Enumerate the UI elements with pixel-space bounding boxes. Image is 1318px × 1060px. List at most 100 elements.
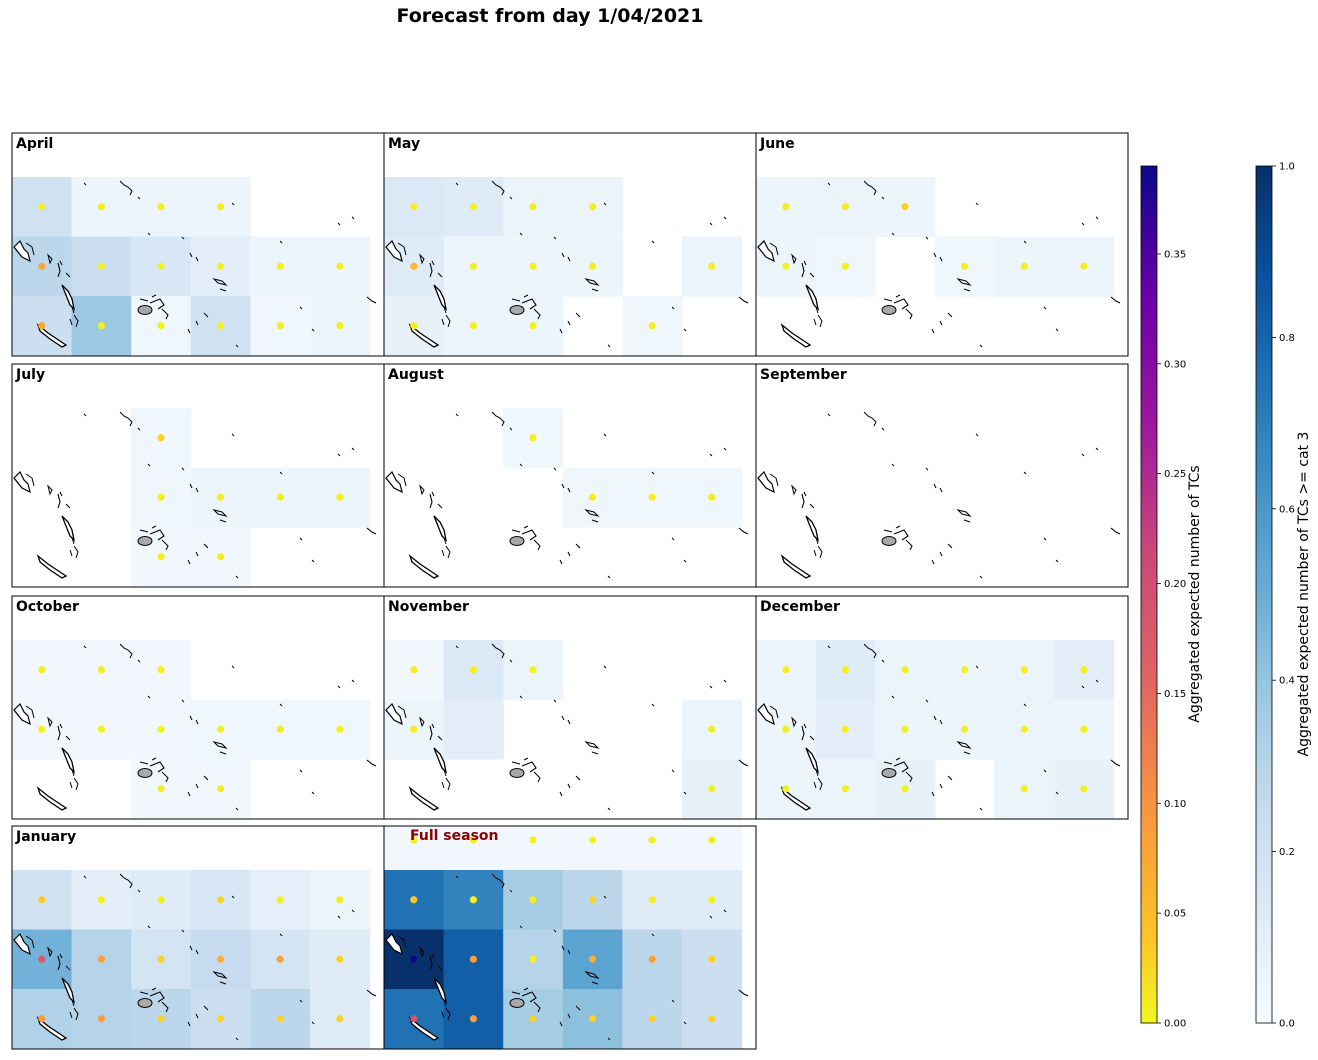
tc-point xyxy=(97,896,105,904)
tc-point xyxy=(157,955,165,963)
tc-point xyxy=(97,262,105,270)
tc-point xyxy=(589,836,597,844)
tc-point xyxy=(38,203,46,211)
tc-point xyxy=(410,262,418,270)
tc-point xyxy=(469,322,477,330)
panel-label: May xyxy=(388,136,420,152)
panel-january: January xyxy=(11,825,385,1050)
figure-title: Forecast from day 1/04/2021 xyxy=(397,5,704,27)
tc-point xyxy=(529,836,537,844)
panel-label: January xyxy=(15,829,76,845)
tc-point xyxy=(157,725,165,733)
tc-point xyxy=(336,725,344,733)
colorbar-cat3-label: Aggregated expected number of TCs >= cat… xyxy=(1296,432,1312,757)
tc-point xyxy=(901,666,909,674)
tc-point xyxy=(529,666,537,674)
panel-september: September xyxy=(755,363,1129,588)
tc-point xyxy=(841,203,850,211)
tc-point xyxy=(529,203,537,211)
panel-october: October xyxy=(11,595,385,820)
tc-point xyxy=(1020,725,1028,733)
tc-point xyxy=(97,1015,105,1023)
tc-point xyxy=(708,493,716,501)
tc-point xyxy=(841,785,850,793)
tc-point xyxy=(410,896,418,904)
tc-point xyxy=(217,322,225,330)
panel-label: August xyxy=(388,367,444,383)
tc-point xyxy=(410,725,418,733)
tc-point xyxy=(589,896,597,904)
colorbar-tc-bar xyxy=(1140,165,1158,1024)
tc-point xyxy=(336,322,344,330)
panel-label: December xyxy=(760,599,840,615)
tc-point xyxy=(410,322,418,330)
tc-point xyxy=(648,896,656,904)
colorbar-tc: 0.00 0.05 0.10 0.15 0.20 0.25 0.30 0.35 Aggrega… xyxy=(1140,165,1203,1030)
tc-point xyxy=(276,493,284,501)
tc-point xyxy=(38,322,46,330)
panel-label: October xyxy=(16,599,79,615)
cat3-cell xyxy=(384,826,445,871)
colorbar-tick-label: 0.35 xyxy=(1164,249,1186,260)
tc-point xyxy=(901,785,909,793)
tc-point xyxy=(648,1015,656,1023)
colorbar-tick-label: 0.25 xyxy=(1164,469,1186,480)
colorbar-tick-label: 0.0 xyxy=(1279,1019,1295,1030)
tc-point xyxy=(589,262,597,270)
tc-point xyxy=(410,666,418,674)
tc-point xyxy=(782,785,790,793)
panel-may: May xyxy=(383,132,757,357)
cat3-cell xyxy=(443,826,504,871)
panel-label: November xyxy=(388,599,469,615)
tc-point xyxy=(469,836,477,844)
tc-point xyxy=(336,262,344,270)
panel-april: April xyxy=(11,132,385,357)
colorbar-cat3-bar xyxy=(1255,165,1273,1024)
tc-point xyxy=(648,322,656,330)
panel-label: June xyxy=(759,136,795,152)
tc-point xyxy=(38,725,46,733)
panel-label: Full season xyxy=(410,828,499,844)
tc-point xyxy=(336,493,344,501)
tc-point xyxy=(589,1015,597,1023)
forecast-panels: April May June July August September October No… xyxy=(11,132,1129,1050)
tc-point xyxy=(410,1015,418,1023)
tc-point xyxy=(469,666,477,674)
colorbar-tick-label: 0.10 xyxy=(1164,799,1186,810)
tc-point xyxy=(529,262,537,270)
tc-point xyxy=(1020,666,1028,674)
tc-point xyxy=(276,262,284,270)
tc-point xyxy=(529,896,537,904)
tc-point xyxy=(217,203,225,211)
colorbar-tick-label: 0.8 xyxy=(1279,333,1295,344)
tc-point xyxy=(276,1015,284,1023)
panel-label: July xyxy=(15,367,45,383)
tc-point xyxy=(708,785,716,793)
tc-point xyxy=(38,955,46,963)
tc-point xyxy=(841,725,850,733)
tc-point xyxy=(157,203,165,211)
tc-point xyxy=(217,725,225,733)
tc-point xyxy=(276,896,284,904)
panel-december: December xyxy=(755,595,1129,820)
colorbar-tick-label: 0.4 xyxy=(1279,676,1295,687)
tc-point xyxy=(157,1015,165,1023)
tc-point xyxy=(841,262,850,270)
panel-july: July xyxy=(11,363,385,588)
tc-point xyxy=(708,955,716,963)
tc-point xyxy=(217,955,225,963)
tc-point xyxy=(336,896,344,904)
tc-point xyxy=(648,493,656,501)
tc-point xyxy=(410,955,418,963)
tc-point xyxy=(469,896,477,904)
panel-full-season: Full season xyxy=(383,825,757,1050)
tc-point xyxy=(157,553,165,561)
colorbar-tick-label: 0.2 xyxy=(1279,847,1295,858)
tc-point xyxy=(708,725,716,733)
colorbar-cat3: 0.0 0.2 0.4 0.6 0.8 1.0 Aggregated expected n… xyxy=(1255,162,1312,1030)
tc-point xyxy=(961,725,969,733)
panel-november: November xyxy=(383,595,757,820)
tc-point xyxy=(1080,785,1088,793)
tc-point xyxy=(97,322,105,330)
